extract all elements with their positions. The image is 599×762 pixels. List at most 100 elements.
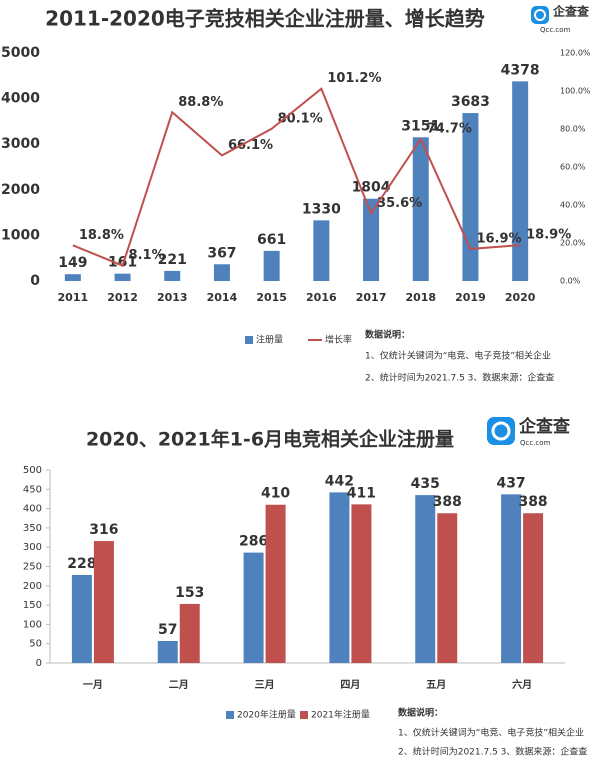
bar xyxy=(179,603,200,663)
bar xyxy=(363,198,380,281)
logo-url: Qcc.com xyxy=(520,439,551,447)
y2-tick-label: 40.0% xyxy=(560,201,586,210)
y-tick-label: 200 xyxy=(23,581,42,592)
x-tick-label: 2015 xyxy=(256,291,287,304)
bar xyxy=(512,81,529,282)
bar-value-label: 286 xyxy=(239,534,268,550)
legend-swatch xyxy=(245,336,253,344)
bar xyxy=(263,250,280,281)
bar xyxy=(329,492,350,663)
x-tick-label: 三月 xyxy=(255,679,275,691)
y2-tick-label: 80.0% xyxy=(560,125,586,134)
y-tick-label: 0 xyxy=(30,273,40,289)
bar xyxy=(313,220,330,281)
bar xyxy=(412,137,429,281)
legend-swatch xyxy=(226,711,234,719)
note: 2、统计时间为2021.7.5 3、数据来源：企查查 xyxy=(365,372,554,384)
x-tick-label: 一月 xyxy=(83,679,103,691)
bar-value-label: 388 xyxy=(433,494,462,510)
chart-title: 2011-2020电子竞技相关企业注册量、增长趋势 xyxy=(45,7,485,31)
bar xyxy=(243,552,264,663)
y-tick-label: 350 xyxy=(23,523,42,534)
y2-tick-label: 100.0% xyxy=(560,87,591,96)
y2-tick-label: 120.0% xyxy=(560,49,591,58)
bar-value-label: 410 xyxy=(261,486,290,502)
note: 2、统计时间为2021.7.5 3、数据来源：企查查 xyxy=(398,746,587,758)
x-tick-label: 2016 xyxy=(306,291,337,304)
bar xyxy=(71,574,92,663)
y-tick-label: 5000 xyxy=(1,45,40,61)
logo-name: 企查查 xyxy=(552,4,590,19)
note: 1、仅统计关键词为“电竞、电子竞技”相关企业 xyxy=(398,727,584,739)
logo-name: 企查查 xyxy=(518,416,571,437)
bar-value-label: 3683 xyxy=(451,94,490,110)
legend-label: 2020年注册量 xyxy=(237,709,296,721)
line-value-label: 66.1% xyxy=(228,138,273,153)
bar xyxy=(415,495,436,663)
y-tick-label: 3000 xyxy=(1,136,40,152)
legend-label: 注册量 xyxy=(256,334,283,346)
y-tick-label: 400 xyxy=(23,504,42,515)
x-tick-label: 二月 xyxy=(169,679,189,691)
bar-value-label: 149 xyxy=(58,255,87,271)
y-tick-label: 300 xyxy=(23,542,42,553)
x-tick-label: 2011 xyxy=(58,291,89,304)
y-tick-label: 100 xyxy=(23,619,42,630)
bar xyxy=(64,274,81,281)
bar-value-label: 228 xyxy=(67,556,96,572)
y-tick-label: 2000 xyxy=(1,182,40,198)
bar-value-label: 4378 xyxy=(501,62,540,78)
y2-tick-label: 60.0% xyxy=(560,163,586,172)
bar xyxy=(164,270,181,281)
y-tick-label: 1000 xyxy=(1,227,40,243)
y-tick-label: 0 xyxy=(36,658,42,669)
legend-label: 增长率 xyxy=(325,334,352,346)
bar xyxy=(93,541,114,663)
legend-swatch xyxy=(300,711,308,719)
x-tick-label: 2020 xyxy=(505,291,536,304)
bar-value-label: 3151 xyxy=(401,118,440,134)
logo-icon xyxy=(531,6,549,24)
bar-value-label: 1330 xyxy=(302,201,341,217)
x-tick-label: 四月 xyxy=(340,679,360,691)
y2-tick-label: 0.0% xyxy=(560,277,581,286)
note: 数据说明： xyxy=(398,707,443,719)
line-value-label: 16.9% xyxy=(476,231,521,246)
note: 1、仅统计关键词为“电竞、电子竞技”相关企业 xyxy=(365,350,551,362)
x-tick-label: 2014 xyxy=(207,291,238,304)
bar-value-label: 316 xyxy=(89,522,118,538)
bar-value-label: 388 xyxy=(518,494,547,510)
line-value-label: 18.8% xyxy=(79,228,124,243)
logo-url: Qcc.com xyxy=(540,26,571,34)
chart-title: 2020、2021年1-6月电竞相关企业注册量 xyxy=(86,428,454,451)
bar-value-label: 435 xyxy=(411,476,440,492)
y-tick-label: 4000 xyxy=(1,91,40,107)
x-tick-label: 2018 xyxy=(405,291,436,304)
y-tick-label: 500 xyxy=(23,465,42,476)
bar-value-label: 442 xyxy=(325,473,354,489)
bar-value-label: 437 xyxy=(496,475,525,491)
bar xyxy=(265,504,286,663)
bar xyxy=(157,640,178,663)
x-tick-label: 2019 xyxy=(455,291,486,304)
bar-value-label: 367 xyxy=(207,245,236,261)
line-value-label: 101.2% xyxy=(327,71,381,86)
bar xyxy=(462,113,479,281)
y-tick-label: 150 xyxy=(23,600,42,611)
line-value-label: 8.1% xyxy=(129,248,165,263)
bar xyxy=(523,513,544,663)
logo-icon xyxy=(487,417,515,445)
bar xyxy=(501,494,522,663)
bar xyxy=(213,264,230,281)
x-tick-label: 六月 xyxy=(512,678,532,691)
line-value-label: 88.8% xyxy=(178,95,223,110)
line-value-label: 35.6% xyxy=(377,196,422,211)
line-value-label: 74.7% xyxy=(427,122,472,137)
bar xyxy=(114,273,131,281)
x-tick-label: 2013 xyxy=(157,291,188,304)
bar-value-label: 411 xyxy=(347,485,376,501)
y2-tick-label: 20.0% xyxy=(560,239,586,248)
bar xyxy=(351,504,372,663)
line-value-label: 18.9% xyxy=(526,228,571,243)
